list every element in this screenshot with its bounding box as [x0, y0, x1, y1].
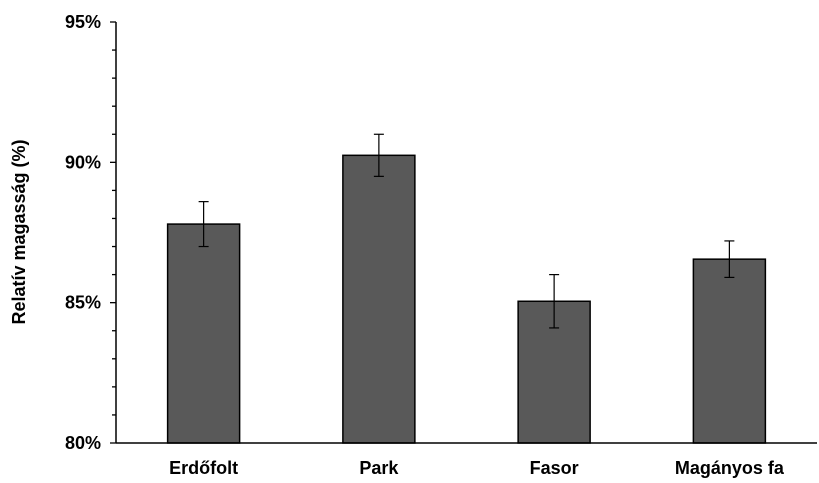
bars — [166, 154, 767, 444]
error-bars — [198, 133, 735, 329]
x-tick-label: Park — [359, 458, 399, 478]
bar — [342, 154, 416, 444]
bar — [166, 223, 241, 444]
x-tick-label: Erdőfolt — [169, 458, 238, 478]
y-axis-ticks — [110, 21, 116, 444]
x-tick-label: Magányos fa — [675, 458, 785, 478]
y-axis-title: Relatív magasság (%) — [9, 139, 29, 324]
labels: 80% 85% 90% 95% Erdőfolt Park Fasor Magányos fa — [65, 12, 785, 478]
bar — [692, 258, 767, 444]
y-tick-label: 80% — [65, 433, 101, 453]
axes — [115, 22, 817, 444]
y-tick-label: 90% — [65, 152, 101, 172]
x-tick-label: Fasor — [530, 458, 579, 478]
y-tick-label: 95% — [65, 12, 101, 32]
y-tick-label: 85% — [65, 293, 101, 313]
